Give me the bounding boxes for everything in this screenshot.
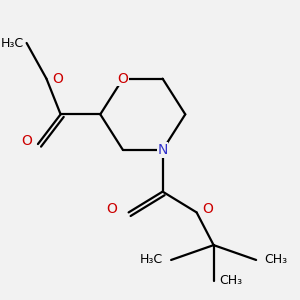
Text: O: O	[118, 72, 128, 86]
Text: CH₃: CH₃	[264, 254, 287, 266]
Text: O: O	[52, 72, 63, 86]
Text: N: N	[158, 143, 168, 157]
Text: O: O	[202, 202, 213, 216]
Text: O: O	[106, 202, 117, 216]
Text: H₃C: H₃C	[140, 254, 163, 266]
Text: O: O	[21, 134, 32, 148]
Text: CH₃: CH₃	[219, 274, 242, 287]
Text: H₃C: H₃C	[1, 37, 24, 50]
